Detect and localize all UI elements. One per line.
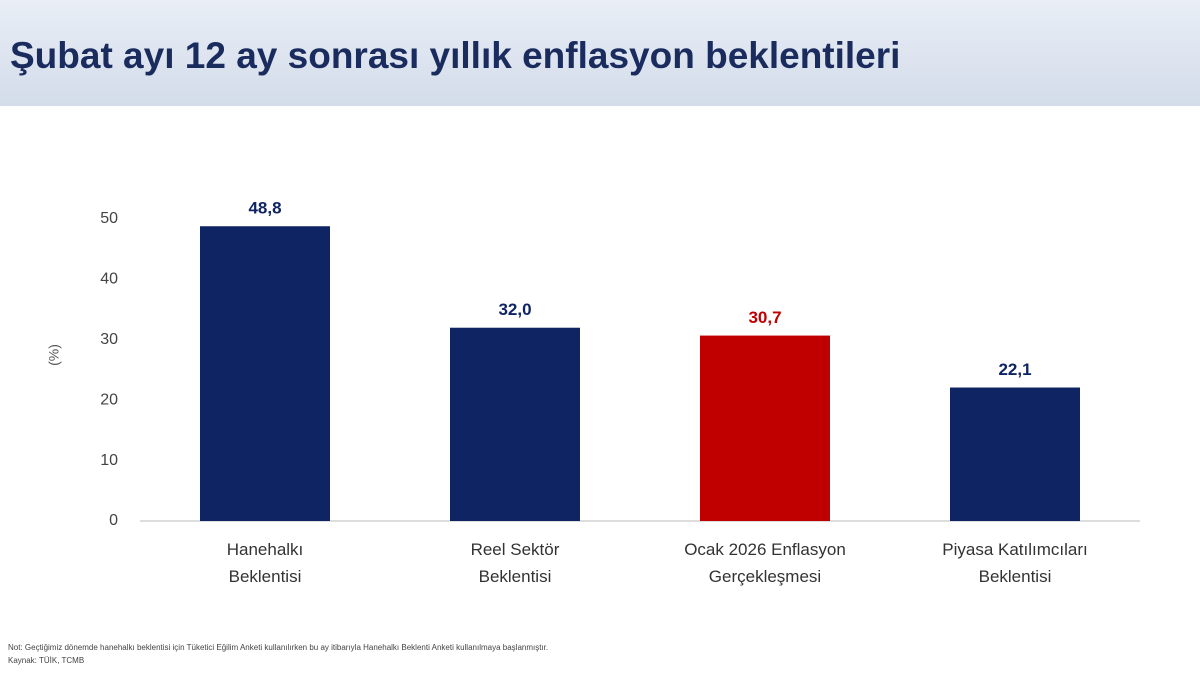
y-tick-label: 10: [100, 452, 118, 469]
bar: [200, 226, 330, 522]
y-tick-label: 20: [100, 391, 118, 408]
value-label: 32,0: [498, 300, 531, 319]
bar: [950, 387, 1080, 521]
y-axis-label: (%): [46, 344, 62, 366]
y-tick-label: 50: [100, 210, 118, 227]
value-label: 30,7: [748, 308, 781, 327]
bar: [450, 327, 580, 521]
x-tick-label: Reel Sektör Beklentisi: [471, 540, 560, 586]
y-tick-label: 0: [109, 512, 118, 529]
y-tick-label: 30: [100, 331, 118, 348]
source: Kaynak: TÜİK, TCMB: [8, 656, 84, 665]
x-tick-label: Hanehalkı Beklentisi: [227, 540, 304, 586]
x-tick-label: Ocak 2026 Enflasyon Gerçekleşmesi: [684, 540, 846, 586]
y-tick-label: 40: [100, 271, 118, 288]
note: Not: Geçtiğimiz dönemde hanehalkı beklen…: [8, 643, 548, 652]
value-label: 22,1: [998, 360, 1031, 379]
bar: [700, 335, 830, 521]
header-band: [0, 0, 1200, 106]
x-tick-label: Piyasa Katılımcıları Beklentisi: [942, 540, 1088, 586]
chart-title: Şubat ayı 12 ay sonrası yıllık enflasyon…: [10, 35, 900, 76]
value-label: 48,8: [248, 199, 281, 218]
